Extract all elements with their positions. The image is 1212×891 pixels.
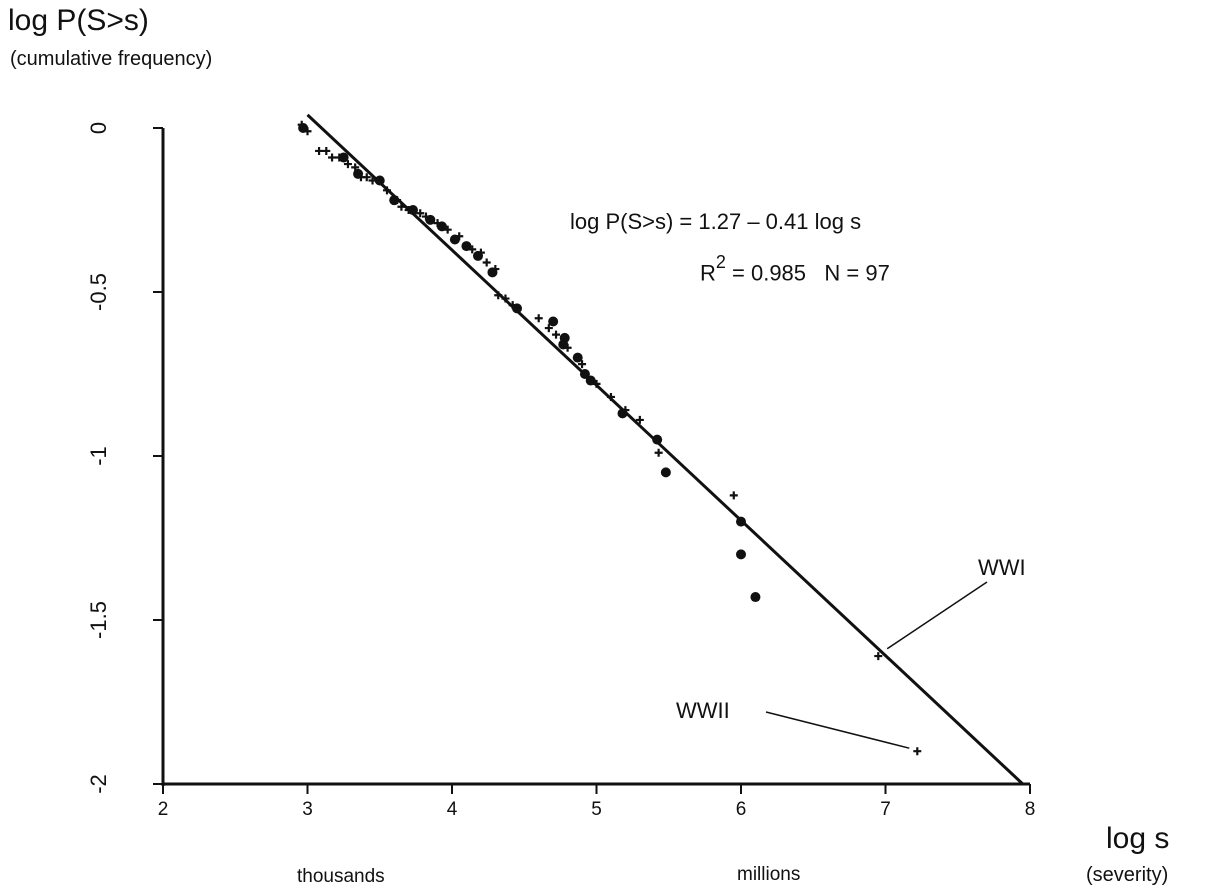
data-point-plus — [534, 314, 543, 323]
data-point-plus — [508, 301, 517, 310]
data-point-dot — [652, 434, 663, 445]
data-point-plus — [606, 392, 615, 401]
wwii-leader-line — [765, 711, 910, 749]
x-axis-subtitle: (severity) — [1086, 864, 1169, 886]
data-point-plus — [729, 491, 738, 500]
data-point-plus — [654, 448, 663, 457]
x-tick-label: 8 — [1025, 799, 1036, 820]
x-tick-label: 7 — [880, 799, 891, 820]
data-point-plus — [433, 219, 442, 228]
data-point-plus — [621, 406, 630, 415]
data-point-plus — [592, 379, 601, 388]
data-point-dot — [374, 175, 385, 186]
data-point-dot — [750, 592, 761, 603]
data-point-plus — [491, 265, 500, 274]
data-point-plus — [362, 173, 371, 182]
data-point-plus — [351, 163, 360, 172]
annotation-wwi: WWI — [978, 555, 1026, 580]
data-point-plus — [482, 258, 491, 267]
data-point-plus — [397, 202, 406, 211]
data-point-plus — [368, 176, 377, 185]
sample-size: N = 97 — [824, 260, 890, 286]
data-point-dot — [736, 516, 746, 527]
data-point-plus — [393, 196, 402, 205]
data-point-plus — [303, 127, 312, 136]
data-point-plus — [494, 291, 503, 300]
x-tick-label: 5 — [591, 799, 602, 820]
r-squared-value: = 0.985 — [725, 260, 807, 286]
y-tick-label: -2 — [86, 774, 111, 794]
data-point-plus — [382, 186, 391, 195]
y-tick-label: 0 — [86, 122, 111, 134]
data-point-plus — [913, 747, 922, 756]
data-point-plus — [455, 232, 464, 241]
regression-equation: log P(S>s) = 1.27 – 0.41 log s — [570, 209, 862, 234]
data-point-dot — [572, 352, 583, 363]
data-point-plus — [874, 652, 883, 661]
x-axis-title: log s — [1106, 822, 1170, 855]
x-note-thousands: thousands — [297, 866, 385, 887]
data-point-dot — [407, 205, 418, 215]
data-point-plus — [468, 245, 477, 254]
data-point-plus — [443, 225, 452, 234]
y-axis-title: log P(S>s) — [8, 4, 149, 37]
y-tick-label: -0.5 — [86, 273, 111, 311]
data-point-plus — [476, 248, 485, 257]
data-point-dot — [338, 152, 349, 163]
data-point-plus — [315, 146, 324, 155]
data-point-dot — [660, 467, 671, 478]
x-tick-label: 6 — [736, 799, 747, 820]
y-axis-subtitle: (cumulative frequency) — [10, 48, 213, 70]
data-point-dot — [736, 549, 746, 560]
data-point-plus — [563, 343, 572, 352]
wwi-leader-line — [886, 581, 988, 650]
annotation-wwii: WWII — [676, 698, 730, 723]
data-point-plus — [404, 206, 413, 214]
x-tick-label: 4 — [447, 799, 458, 820]
data-point-dot — [548, 316, 559, 327]
fit-statistics: R2 = 0.985 N = 97 — [700, 252, 890, 286]
data-point-plus — [552, 330, 561, 339]
data-point-plus — [328, 153, 337, 162]
x-tick-label: 2 — [158, 799, 169, 820]
data-point-plus — [421, 212, 430, 221]
y-tick-label: -1.5 — [86, 601, 111, 639]
data-point-plus — [544, 324, 553, 333]
data-point-plus — [335, 153, 344, 162]
regression-line — [306, 113, 1024, 786]
data-point-dot — [579, 369, 590, 379]
r-squared-label: R — [700, 260, 716, 286]
data-point-plus — [343, 160, 352, 169]
data-point-plus — [416, 209, 425, 218]
data-point-plus — [297, 120, 306, 129]
data-point-plus — [322, 146, 331, 155]
x-tick-label: 3 — [302, 799, 313, 820]
data-point-plus — [635, 415, 644, 424]
r-squared-superscript: 2 — [715, 252, 726, 272]
data-point-plus — [578, 360, 587, 369]
y-tick-label: -1 — [86, 446, 111, 466]
data-point-plus — [501, 294, 510, 303]
x-note-millions: millions — [737, 864, 801, 885]
